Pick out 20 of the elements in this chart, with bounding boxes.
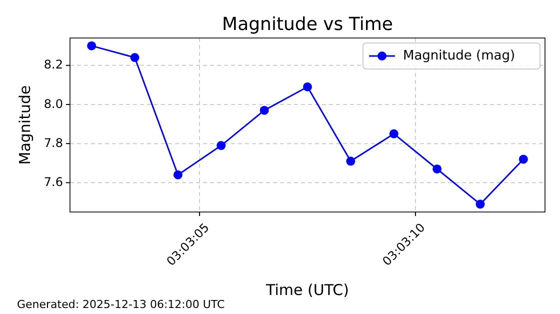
- point: [476, 200, 485, 209]
- point: [302, 82, 312, 92]
- legend-label: Magnitude (mag): [403, 48, 516, 64]
- point: [260, 106, 269, 115]
- text: Generated: 2025-12-13 06:12:00 UTC: [17, 298, 226, 311]
- point: [216, 141, 226, 150]
- y-tick-label: 7.6: [44, 174, 63, 189]
- y-tick-label: 7.8: [44, 136, 63, 150]
- point: [518, 154, 528, 164]
- y-axis-title: Magnitude: [16, 85, 34, 165]
- point: [173, 170, 182, 180]
- point: [346, 156, 356, 166]
- y-tick-label: 8.2: [44, 58, 63, 72]
- point: [87, 41, 96, 50]
- point: [432, 164, 442, 174]
- point: [130, 53, 140, 62]
- x-axis-title: Time (UTC): [265, 281, 349, 299]
- point: [389, 129, 398, 138]
- chart-title: Magnitude vs Time: [222, 14, 393, 35]
- y-tick-label: 8.0: [44, 96, 63, 111]
